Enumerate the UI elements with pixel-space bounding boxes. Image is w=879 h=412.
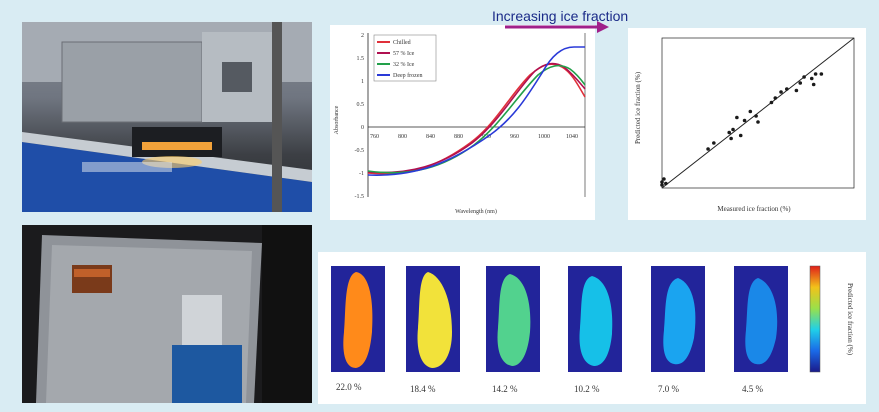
banner-arrow-icon bbox=[505, 21, 609, 33]
x-tick: 880 bbox=[454, 134, 463, 140]
sample-illustration bbox=[36, 225, 312, 403]
spectrum-32-ice bbox=[367, 64, 586, 174]
scatter-point bbox=[727, 130, 731, 135]
scatter-point bbox=[811, 82, 816, 87]
scatter-point bbox=[794, 88, 799, 93]
spectrum-57-ice bbox=[367, 62, 586, 174]
scatter-point bbox=[756, 120, 760, 124]
x-tick: 960 bbox=[510, 134, 519, 140]
scatter-point bbox=[819, 72, 824, 76]
sample-photo bbox=[22, 225, 312, 403]
scatter-point bbox=[729, 136, 733, 141]
scatter-point bbox=[773, 96, 778, 100]
scatter-marks bbox=[660, 37, 855, 189]
scatter-point bbox=[662, 177, 666, 181]
ice-map-label-3: 14.2 % bbox=[492, 384, 518, 394]
scatter-point bbox=[769, 100, 774, 105]
ice-map-1 bbox=[331, 266, 385, 372]
ice-map-label-4: 10.2 % bbox=[574, 384, 600, 394]
scatter-ylabel: Predicted ice fraction (%) bbox=[634, 71, 642, 144]
scatter-frame bbox=[661, 37, 855, 189]
spectra-y-ticks: 2 1.5 1 0.5 0 -0.5 -1 -1.5 bbox=[355, 33, 365, 200]
scatter-point bbox=[754, 114, 758, 118]
x-tick: 1040 bbox=[566, 134, 578, 140]
y-tick: 0.5 bbox=[357, 102, 365, 108]
ice-map-label-6: 4.5 % bbox=[742, 384, 763, 394]
ice-map-label-1: 22.0 % bbox=[336, 382, 362, 392]
ice-map-4 bbox=[568, 266, 622, 372]
y-tick: -1.5 bbox=[355, 194, 365, 200]
scatter-point bbox=[660, 183, 664, 187]
scatter-point bbox=[731, 127, 735, 132]
ice-map-5 bbox=[651, 266, 705, 372]
y-tick: 1.5 bbox=[357, 56, 365, 62]
scatter-point bbox=[809, 76, 814, 81]
legend-label-chilled: Chilled bbox=[393, 40, 411, 46]
y-tick: -1 bbox=[359, 171, 364, 177]
scatter-point bbox=[742, 118, 747, 123]
scatter-point bbox=[779, 90, 783, 94]
colorbar-label: Predicted ice fraction (%) bbox=[846, 283, 854, 356]
scatter-point bbox=[738, 133, 743, 138]
ice-map-label-5: 7.0 % bbox=[658, 384, 679, 394]
scatter-chart: Predicted ice fraction (%) Measured ice … bbox=[634, 37, 855, 213]
ice-map-3 bbox=[486, 266, 540, 372]
scatter-panel: Predicted ice fraction (%) Measured ice … bbox=[628, 28, 866, 220]
scatter-point bbox=[813, 72, 818, 76]
x-tick: 1000 bbox=[538, 134, 550, 140]
spectra-legend: Chilled 57 % Ice 32 % Ice Deep frozen bbox=[377, 40, 422, 79]
y-tick: 0 bbox=[361, 125, 364, 131]
conveyor-photo bbox=[22, 22, 312, 212]
ice-maps-panel: Predicted ice fraction (%) bbox=[318, 252, 866, 404]
scatter-point bbox=[798, 81, 803, 85]
spectra-chart: Chilled 57 % Ice 32 % Ice Deep frozen 2 … bbox=[334, 33, 586, 215]
colorbar bbox=[809, 265, 821, 373]
spectra-ylabel: Absorbance bbox=[334, 105, 340, 134]
scatter-point bbox=[802, 75, 806, 79]
y-tick: 2 bbox=[361, 33, 364, 39]
spectra-xlabel: Wavelength (nm) bbox=[455, 208, 497, 215]
scatter-point bbox=[785, 87, 789, 91]
scatter-fit-line bbox=[661, 37, 855, 189]
scatter-xlabel: Measured ice fraction (%) bbox=[717, 205, 791, 213]
scatter-point bbox=[660, 180, 664, 184]
banner-label: Increasing ice fraction bbox=[492, 8, 629, 24]
x-tick: 800 bbox=[398, 134, 407, 140]
ice-map-label-2: 18.4 % bbox=[410, 384, 436, 394]
ice-maps: Predicted ice fraction (%) bbox=[331, 265, 854, 373]
legend-label-deep-frozen: Deep frozen bbox=[393, 72, 422, 79]
spectrum-deep-frozen bbox=[367, 46, 585, 176]
y-tick: 1 bbox=[361, 79, 364, 85]
scatter-point bbox=[735, 115, 739, 120]
spectra-panel: Chilled 57 % Ice 32 % Ice Deep frozen 2 … bbox=[330, 25, 595, 220]
ice-map-2 bbox=[406, 266, 460, 372]
conveyor-illustration bbox=[22, 22, 312, 212]
scatter-point bbox=[748, 109, 753, 114]
y-tick: -0.5 bbox=[355, 148, 365, 154]
scatter-point bbox=[664, 181, 668, 186]
x-tick: 840 bbox=[426, 134, 435, 140]
scatter-point bbox=[706, 147, 710, 151]
legend-label-32-ice: 32 % Ice bbox=[393, 62, 415, 68]
ice-map-6 bbox=[734, 266, 788, 372]
scatter-point bbox=[712, 141, 716, 145]
legend-label-57-ice: 57 % Ice bbox=[393, 51, 415, 57]
x-tick: 760 bbox=[370, 134, 379, 140]
